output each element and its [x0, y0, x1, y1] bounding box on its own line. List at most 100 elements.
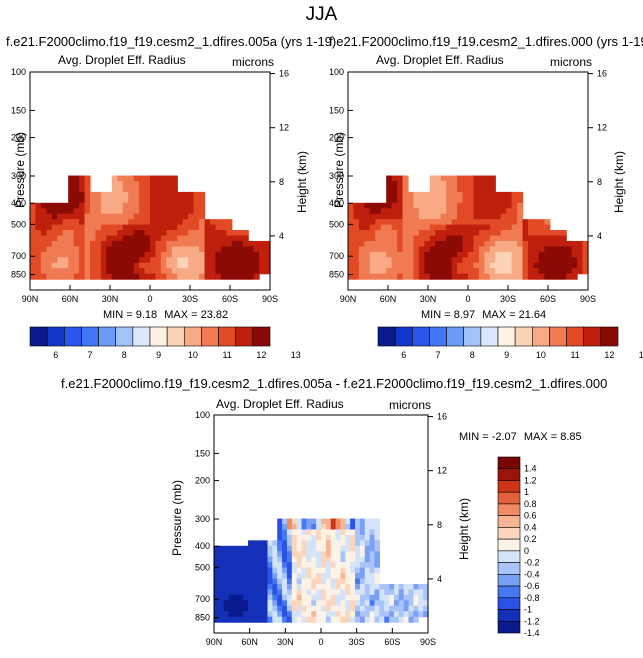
data-cell [100, 235, 107, 242]
data-cell [199, 273, 206, 280]
data-cell [408, 583, 415, 590]
data-cell [429, 262, 436, 269]
data-cell [500, 251, 507, 258]
data-cell [257, 594, 264, 601]
data-cell [301, 616, 308, 623]
data-cell [533, 262, 540, 269]
data-cell [264, 240, 271, 247]
data-cell [57, 273, 64, 280]
data-cell [555, 251, 562, 258]
data-cell [424, 202, 431, 209]
data-cell [257, 589, 264, 596]
data-cell [538, 235, 545, 242]
diff-panel-subtitle: Avg. Droplet Eff. Radius [216, 397, 344, 411]
data-cell [380, 219, 387, 226]
data-cell [424, 230, 431, 237]
data-cell [160, 175, 167, 182]
data-cell [238, 600, 244, 607]
right-max-label: MAX = [482, 309, 516, 321]
data-cell [291, 545, 298, 552]
data-cell [51, 257, 58, 264]
data-cell [397, 191, 404, 198]
diff-colorbar-label: 0.6 [524, 511, 537, 521]
data-cell [511, 273, 518, 280]
y-tick-label: 200 [195, 476, 210, 486]
data-cell [468, 240, 475, 247]
data-cell [311, 600, 317, 607]
data-cell [73, 262, 80, 269]
data-cell [500, 224, 507, 231]
data-cell [473, 235, 480, 242]
data-cell [40, 213, 47, 220]
data-cell [306, 518, 312, 525]
data-cell [166, 213, 173, 220]
data-cell [166, 240, 173, 247]
data-cell [90, 235, 97, 242]
data-cell [353, 240, 360, 247]
diff-colorbar-label: -1.4 [524, 628, 540, 638]
data-cell [544, 224, 551, 231]
data-cell [451, 235, 458, 242]
data-cell [84, 268, 91, 275]
data-cell [424, 240, 431, 247]
data-cell [51, 213, 58, 220]
data-cell [40, 219, 47, 226]
data-cell [277, 589, 283, 596]
data-cell [30, 213, 37, 220]
diff-panel-stats: MIN = -2.07 MAX = 8.85 [459, 431, 582, 443]
data-cell [435, 230, 442, 237]
data-cell [353, 230, 360, 237]
data-cell [204, 219, 211, 226]
data-cell [301, 524, 308, 531]
data-cell [253, 273, 260, 280]
data-cell [408, 213, 415, 220]
data-cell [46, 213, 53, 220]
data-cell [139, 257, 146, 264]
data-cell [350, 578, 356, 585]
data-cell [544, 262, 551, 269]
data-cell [264, 262, 271, 269]
data-cell [335, 605, 342, 612]
data-cell [79, 257, 86, 264]
data-cell [233, 611, 239, 618]
data-cell [95, 202, 102, 209]
data-cell [286, 573, 293, 580]
data-cell [117, 208, 124, 215]
data-cell [380, 224, 387, 231]
data-cell [369, 208, 376, 215]
data-cell [582, 251, 589, 258]
plot-area-panel-left [30, 175, 271, 280]
data-cell [79, 191, 86, 198]
data-cell [122, 186, 129, 193]
data-cell [133, 246, 140, 253]
data-cell [106, 262, 113, 269]
data-cell [106, 202, 113, 209]
data-cell [348, 262, 355, 269]
data-cell [128, 181, 135, 188]
diff-colorbar-swatch [497, 480, 521, 493]
data-cell [418, 611, 424, 618]
data-cell [214, 551, 220, 558]
data-cell [160, 202, 167, 209]
data-cell [440, 224, 447, 231]
data-cell [446, 191, 453, 198]
data-cell [84, 251, 91, 258]
data-cell [364, 524, 371, 531]
data-cell [214, 562, 220, 569]
data-cell [84, 186, 91, 193]
data-cell [150, 240, 157, 247]
data-cell [358, 262, 365, 269]
data-cell [166, 262, 173, 269]
data-cell [193, 268, 200, 275]
y-tick-label: 300 [195, 514, 210, 524]
data-cell [259, 246, 266, 253]
data-cell [139, 197, 146, 204]
x-tick-label: 90S [262, 294, 278, 304]
data-cell [403, 611, 410, 618]
data-cell [306, 562, 312, 569]
data-cell [100, 202, 107, 209]
y-tick-label: 700 [11, 251, 26, 261]
data-cell [457, 246, 464, 253]
data-cell [177, 219, 184, 226]
